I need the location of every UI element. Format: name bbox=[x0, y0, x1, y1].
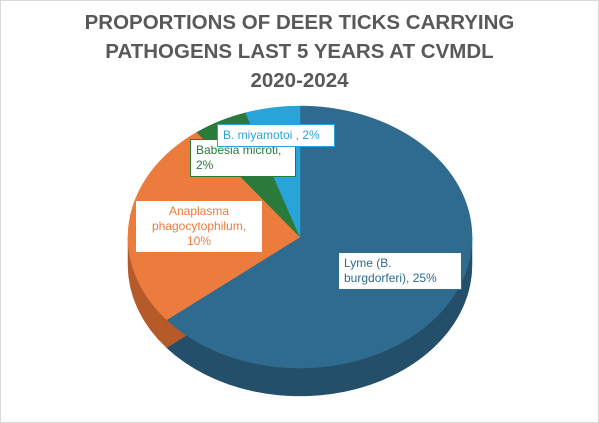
chart-title-line-1: PROPORTIONS OF DEER TICKS CARRYING bbox=[84, 11, 515, 34]
data-label-0: Lyme (B. burgdorferi), 25% bbox=[338, 252, 462, 290]
data-label-0-line-0: Lyme (B. bbox=[344, 256, 392, 270]
data-label-1: Anaplasma phagocytophilum, 10% bbox=[135, 200, 263, 253]
data-label-2-line-1: 2% bbox=[196, 158, 214, 172]
data-label-1-line-1: phagocytophilum, bbox=[151, 219, 247, 233]
chart-title: PROPORTIONS OF DEER TICKS CARRYING PATHO… bbox=[0, 8, 599, 95]
chart-title-line-3: 2020-2024 bbox=[250, 69, 349, 92]
data-label-3-line-0: B. miyamotoi , 2% bbox=[223, 128, 320, 142]
data-label-3: B. miyamotoi , 2% bbox=[217, 124, 335, 147]
data-label-1-line-0: Anaplasma bbox=[168, 204, 230, 218]
data-label-1-line-2: 10% bbox=[186, 234, 212, 248]
data-label-0-line-1: burgdorferi), 25% bbox=[344, 271, 437, 285]
pie-slice-0 bbox=[166, 105, 473, 369]
chart-title-line-2: PATHOGENS LAST 5 YEARS AT CVMDL bbox=[105, 40, 494, 63]
